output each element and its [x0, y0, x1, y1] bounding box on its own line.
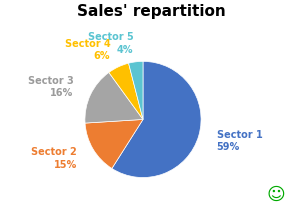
Text: Sector 4
6%: Sector 4 6% [65, 39, 110, 61]
Wedge shape [109, 63, 143, 119]
Text: Sector 1
59%: Sector 1 59% [217, 130, 262, 152]
Title: Sales' repartition: Sales' repartition [77, 4, 226, 19]
Wedge shape [112, 61, 201, 177]
Text: Sector 5
4%: Sector 5 4% [88, 32, 133, 55]
Text: Sector 3
16%: Sector 3 16% [28, 76, 74, 98]
Text: Sector 2
15%: Sector 2 15% [31, 147, 77, 170]
Wedge shape [85, 72, 143, 123]
Wedge shape [85, 119, 143, 168]
Text: ☺: ☺ [266, 186, 285, 204]
Wedge shape [128, 61, 143, 119]
